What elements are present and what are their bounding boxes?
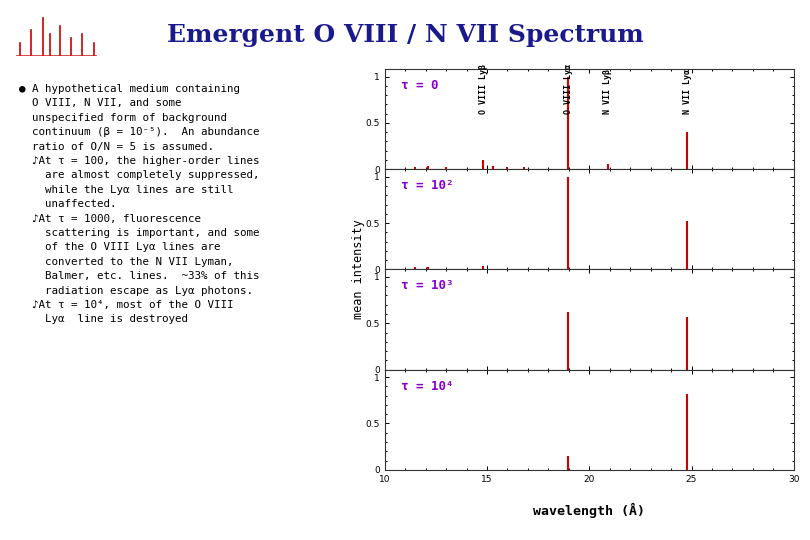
Text: O VIII Lyβ: O VIII Lyβ — [479, 64, 488, 114]
Text: N VII Lyβ: N VII Lyβ — [603, 69, 612, 114]
Text: wavelength (Å): wavelength (Å) — [533, 503, 646, 518]
Text: τ = 10⁴: τ = 10⁴ — [401, 380, 454, 393]
Text: N VII Lyα: N VII Lyα — [683, 69, 692, 114]
Text: Emergent O VIII / N VII Spectrum: Emergent O VIII / N VII Spectrum — [167, 23, 643, 47]
Text: mean intensity: mean intensity — [352, 220, 365, 319]
Text: ● A hypothetical medium containing
  O VIII, N VII, and some
  unspecified form : ● A hypothetical medium containing O VII… — [19, 84, 259, 325]
Text: O VIII Lyα: O VIII Lyα — [564, 64, 573, 114]
Text: τ = 10²: τ = 10² — [401, 179, 454, 192]
Text: τ = 0: τ = 0 — [401, 79, 438, 92]
Text: τ = 10³: τ = 10³ — [401, 280, 454, 293]
